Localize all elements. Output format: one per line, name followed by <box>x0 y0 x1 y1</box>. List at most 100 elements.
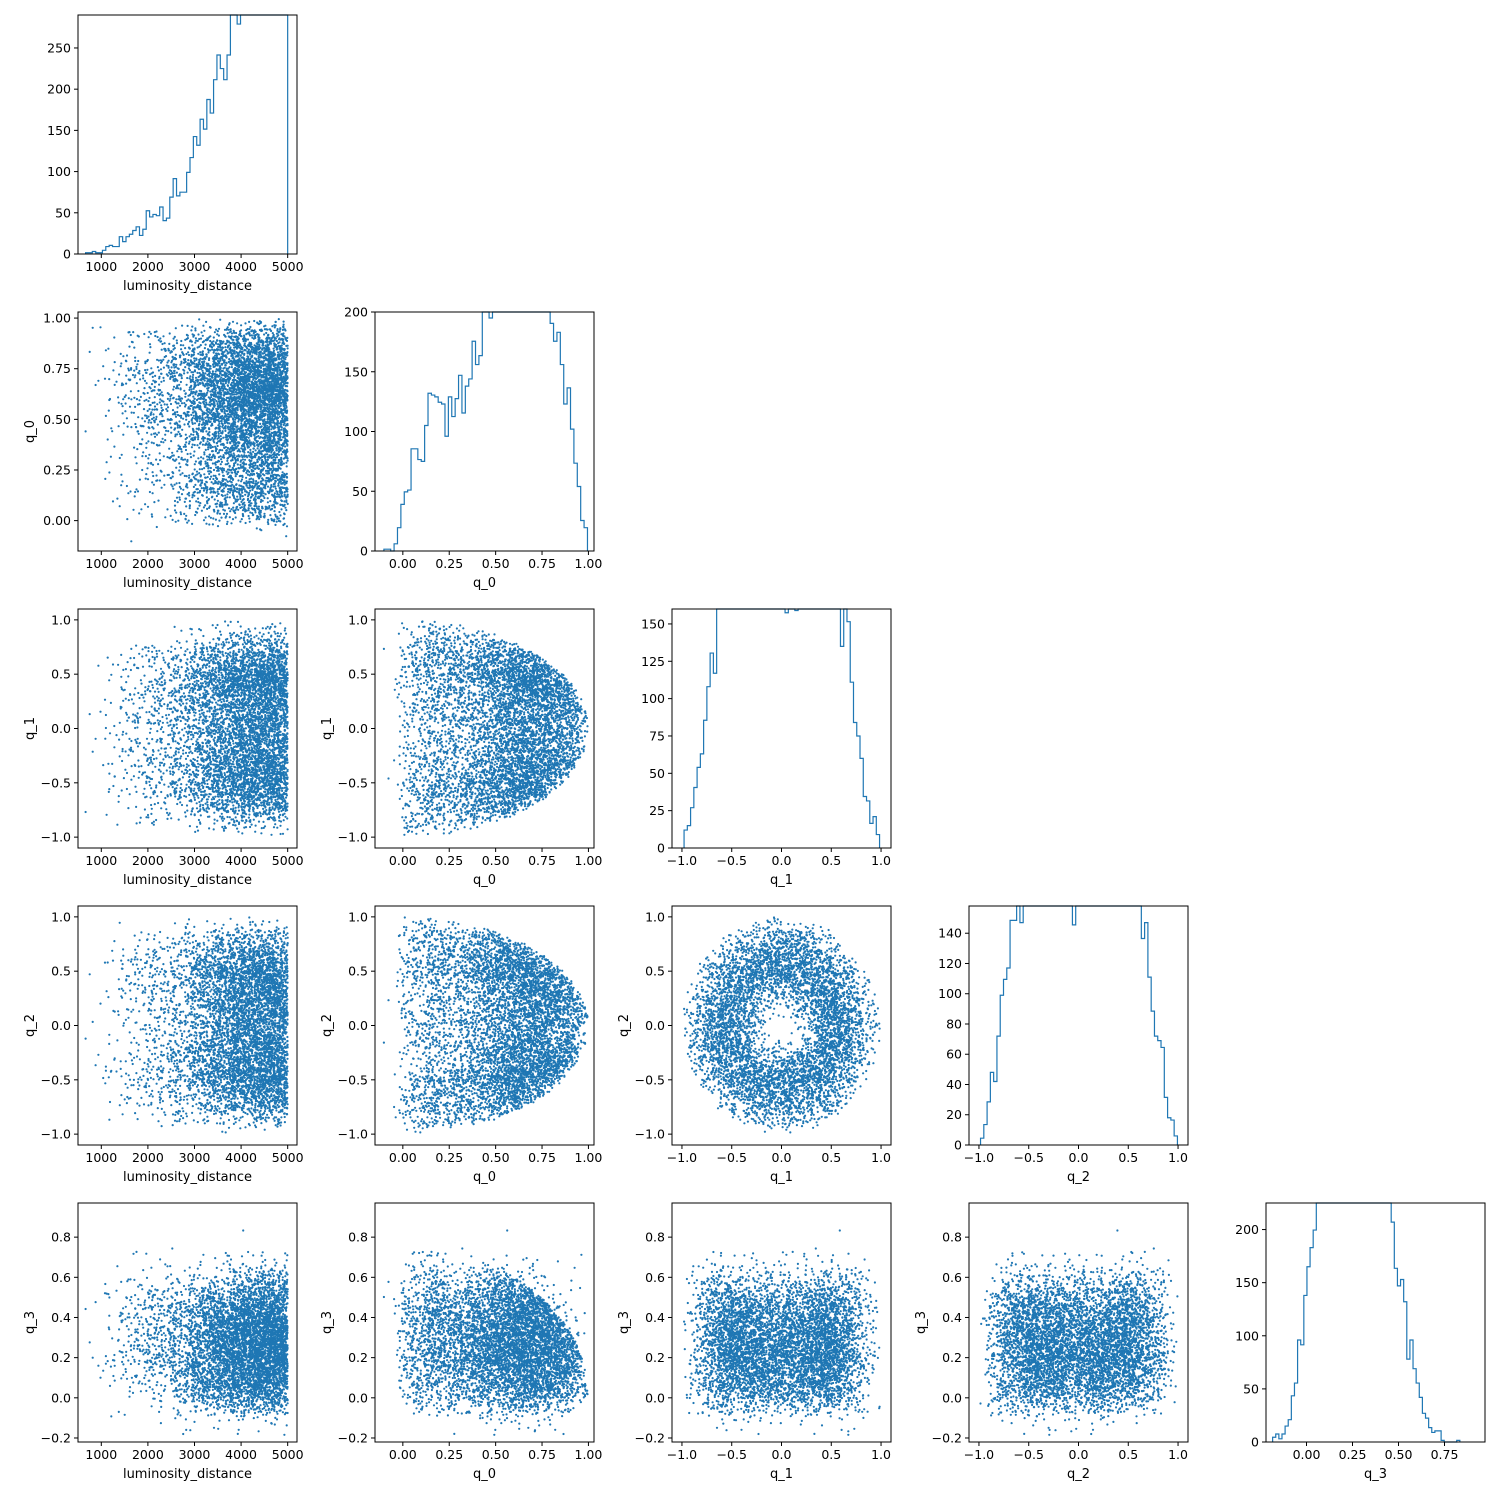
scatter-point <box>245 440 247 442</box>
scatter-point <box>263 419 265 421</box>
scatter-point <box>136 363 138 365</box>
scatter-point <box>228 329 230 331</box>
scatter-point <box>197 333 199 335</box>
scatter-point <box>197 479 199 481</box>
scatter-point <box>243 353 245 355</box>
scatter-point <box>218 400 220 402</box>
scatter-point <box>260 432 262 434</box>
scatter-point <box>116 498 118 500</box>
scatter-point <box>178 491 180 493</box>
scatter-point <box>211 437 213 439</box>
scatter-point <box>286 362 288 364</box>
scatter-point <box>188 389 190 391</box>
scatter-point <box>217 488 219 490</box>
scatter-point <box>237 479 239 481</box>
scatter-point <box>143 333 145 335</box>
scatter-point <box>220 367 222 369</box>
scatter-point <box>278 377 280 379</box>
scatter-point <box>216 349 218 351</box>
scatter-point <box>281 418 283 420</box>
scatter-point <box>202 335 204 337</box>
scatter-point <box>284 429 286 431</box>
scatter-point <box>208 507 210 509</box>
scatter-point <box>275 490 277 492</box>
scatter-point <box>254 362 256 364</box>
scatter-point <box>157 444 159 446</box>
scatter-point <box>252 388 254 390</box>
scatter-point <box>216 356 218 358</box>
scatter-point <box>205 401 207 403</box>
scatter-point <box>240 422 242 424</box>
scatter-point <box>174 423 176 425</box>
scatter-point <box>123 422 125 424</box>
scatter-point <box>275 442 277 444</box>
scatter-point <box>189 441 191 443</box>
scatter-point <box>105 415 107 417</box>
scatter-point <box>161 349 163 351</box>
scatter-point <box>278 338 280 340</box>
scatter-point <box>272 467 274 469</box>
scatter-point <box>268 470 270 472</box>
scatter-point <box>145 478 147 480</box>
scatter-point <box>119 505 121 507</box>
x-tick-label-luminosity_distance: 4000 <box>225 259 257 274</box>
scatter-point <box>228 358 230 360</box>
scatter-point <box>185 419 187 421</box>
scatter-point <box>218 328 220 330</box>
scatter-point <box>221 467 223 469</box>
scatter-point <box>258 485 260 487</box>
scatter-point <box>170 403 172 405</box>
scatter-point <box>228 476 230 478</box>
scatter-point <box>238 490 240 492</box>
scatter-point <box>105 349 107 351</box>
scatter-point <box>211 394 213 396</box>
scatter-point <box>197 353 199 355</box>
scatter-point <box>235 475 237 477</box>
scatter-point <box>197 428 199 430</box>
scatter-point <box>236 397 238 399</box>
scatter-point <box>212 478 214 480</box>
scatter-point <box>232 408 234 410</box>
scatter-point <box>243 506 245 508</box>
scatter-point <box>198 408 200 410</box>
scatter-point <box>185 498 187 500</box>
scatter-point <box>187 351 189 353</box>
scatter-point <box>217 493 219 495</box>
scatter-point <box>198 376 200 378</box>
scatter-point <box>231 332 233 334</box>
scatter-point <box>258 518 260 520</box>
scatter-point <box>134 376 136 378</box>
scatter-point <box>248 388 250 390</box>
scatter-point <box>120 365 122 367</box>
scatter-point <box>247 445 249 447</box>
scatter-point <box>282 479 284 481</box>
scatter-point <box>168 367 170 369</box>
scatter-point <box>257 426 259 428</box>
scatter-point <box>285 501 287 503</box>
scatter-point <box>224 509 226 511</box>
scatter-point <box>220 420 222 422</box>
scatter-point <box>126 518 128 520</box>
scatter-point <box>244 494 246 496</box>
scatter-point <box>278 520 280 522</box>
scatter-point <box>272 332 274 334</box>
scatter-point <box>210 384 212 386</box>
scatter-point <box>204 379 206 381</box>
scatter-point <box>194 369 196 371</box>
scatter-point <box>215 427 217 429</box>
scatter-point <box>220 435 222 437</box>
scatter-point <box>215 503 217 505</box>
scatter-point <box>180 458 182 460</box>
scatter-point <box>220 517 222 519</box>
scatter-point <box>211 424 213 426</box>
scatter-point <box>257 496 259 498</box>
scatter-point <box>184 458 186 460</box>
scatter-point <box>236 368 238 370</box>
scatter-point <box>274 524 276 526</box>
scatter-point <box>155 416 157 418</box>
scatter-point <box>151 390 153 392</box>
scatter-point <box>286 445 288 447</box>
scatter-point <box>183 402 185 404</box>
scatter-point <box>180 361 182 363</box>
scatter-point <box>137 430 139 432</box>
